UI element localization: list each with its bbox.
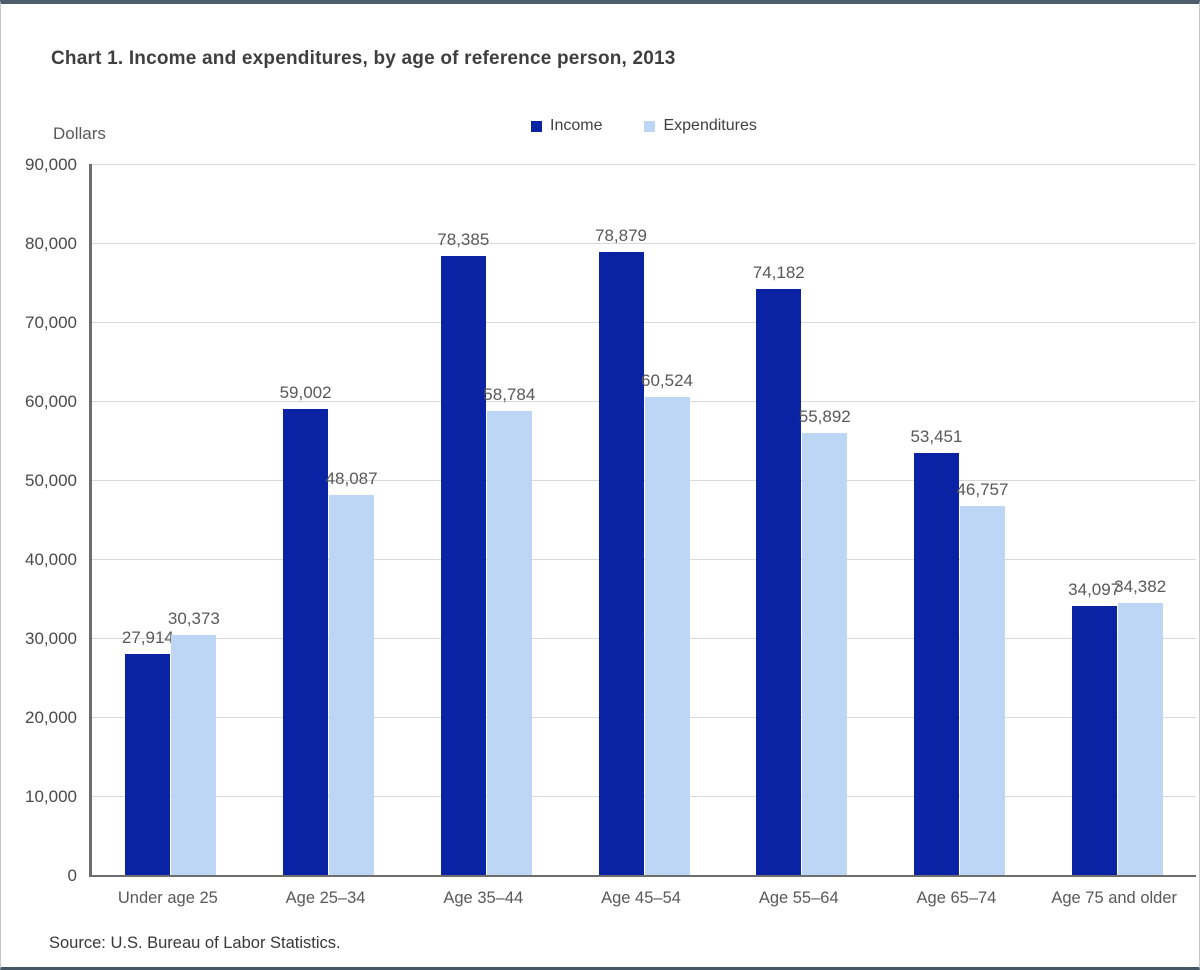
bar-value-label: 55,892 — [798, 407, 851, 426]
legend-label-expenditures: Expenditures — [663, 117, 757, 134]
bar-value-label: 78,385 — [437, 230, 490, 249]
bar-value-label: 48,087 — [325, 469, 378, 488]
legend-item-expenditures: Expenditures — [644, 117, 757, 135]
bar-value-label: 46,757 — [956, 480, 1009, 499]
legend-label-income: Income — [550, 117, 603, 134]
income-bar-3: 78,385 — [437, 230, 489, 875]
source-note: Source: U.S. Bureau of Labor Statistics. — [49, 934, 341, 952]
bar-groups: 27,914 30,373 59,002 48,087 78,385 58,784 78,8… — [92, 164, 1196, 875]
income-swatch-icon — [531, 120, 542, 132]
y-tick-label: 80,000 — [25, 234, 77, 253]
x-axis-category-label: Age 45–54 — [601, 889, 681, 907]
gridline — [92, 322, 1196, 323]
x-axis-category-label: Age 65–74 — [916, 889, 997, 907]
bar-value-label: 30,373 — [167, 609, 220, 628]
bar-value-label: 27,914 — [121, 628, 174, 647]
expenditures-bar-6: 46,757 — [956, 480, 1008, 875]
gridline — [92, 243, 1196, 244]
x-axis-category-label: Age 55–64 — [758, 889, 839, 907]
income-bar-4: 78,879 — [595, 226, 647, 875]
chart-title: Chart 1. Income and expenditures, by age… — [51, 48, 676, 69]
expenditures-bar-5: 55,892 — [799, 407, 851, 875]
y-tick-label: 40,000 — [25, 550, 77, 569]
legend-item-income: Income — [531, 117, 602, 135]
bar-value-label: 60,524 — [641, 371, 694, 390]
gridline — [92, 796, 1196, 797]
expenditures-swatch-icon — [644, 120, 656, 132]
gridline — [92, 717, 1196, 718]
gridline — [92, 638, 1196, 639]
bar-group: 59,002 48,087 — [250, 164, 408, 875]
x-axis-category-label: Age 25–34 — [285, 889, 366, 907]
income-bar-1: 27,914 — [122, 628, 174, 875]
bar-value-label: 74,182 — [752, 263, 805, 282]
y-tick-label: 70,000 — [25, 313, 77, 332]
legend: Income Expenditures — [531, 117, 757, 135]
income-bar-2: 59,002 — [280, 383, 332, 875]
bar-value-label: 34,097 — [1068, 580, 1121, 599]
income-bar-5: 74,182 — [753, 263, 805, 875]
gridline — [92, 164, 1196, 165]
plot-area: 27,914 30,373 59,002 48,087 78,385 58,784 78,8… — [89, 164, 1196, 877]
bar-value-label: 53,451 — [910, 427, 963, 446]
bar-group: 34,097 34,382 — [1038, 164, 1196, 875]
y-tick-label: 20,000 — [25, 708, 77, 727]
expenditures-bar-2: 48,087 — [326, 469, 378, 875]
expenditures-bar-7: 34,382 — [1114, 577, 1166, 875]
expenditures-bar-4: 60,524 — [641, 371, 693, 875]
income-bar-6: 53,451 — [910, 427, 962, 875]
x-axis-category-label: Age 35–44 — [443, 889, 524, 907]
bar-value-label: 34,382 — [1114, 577, 1167, 596]
expenditures-bar-3: 58,784 — [483, 385, 535, 875]
x-axis-category-label: Age 75 and older — [1051, 889, 1178, 907]
income-bar-7: 34,097 — [1068, 580, 1120, 875]
bar-value-label: 78,879 — [595, 226, 648, 245]
bar-group: 78,385 58,784 — [407, 164, 565, 875]
y-tick-label: 10,000 — [25, 787, 77, 806]
bar-group: 78,879 60,524 — [565, 164, 723, 875]
x-axis-labels: Under age 25 Age 25–34 Age 35–44 Age 45–54 A… — [89, 889, 1193, 908]
bar-group: 74,182 55,892 — [723, 164, 881, 875]
y-axis-label: Dollars — [53, 124, 106, 143]
y-tick-label: 90,000 — [25, 155, 77, 174]
y-tick-label: 60,000 — [25, 392, 77, 411]
x-axis-category-label: Under age 25 — [117, 889, 218, 907]
y-tick-label: 0 — [67, 866, 77, 885]
bar-value-label: 59,002 — [279, 383, 332, 402]
bar-group: 53,451 46,757 — [881, 164, 1039, 875]
expenditures-bar-1: 30,373 — [168, 609, 220, 875]
bar-value-label: 58,784 — [483, 385, 536, 404]
bar-group: 27,914 30,373 — [92, 164, 250, 875]
gridline — [92, 559, 1196, 560]
y-tick-label: 30,000 — [25, 629, 77, 648]
y-tick-label: 50,000 — [25, 471, 77, 490]
gridline — [92, 480, 1196, 481]
gridline — [92, 401, 1196, 402]
